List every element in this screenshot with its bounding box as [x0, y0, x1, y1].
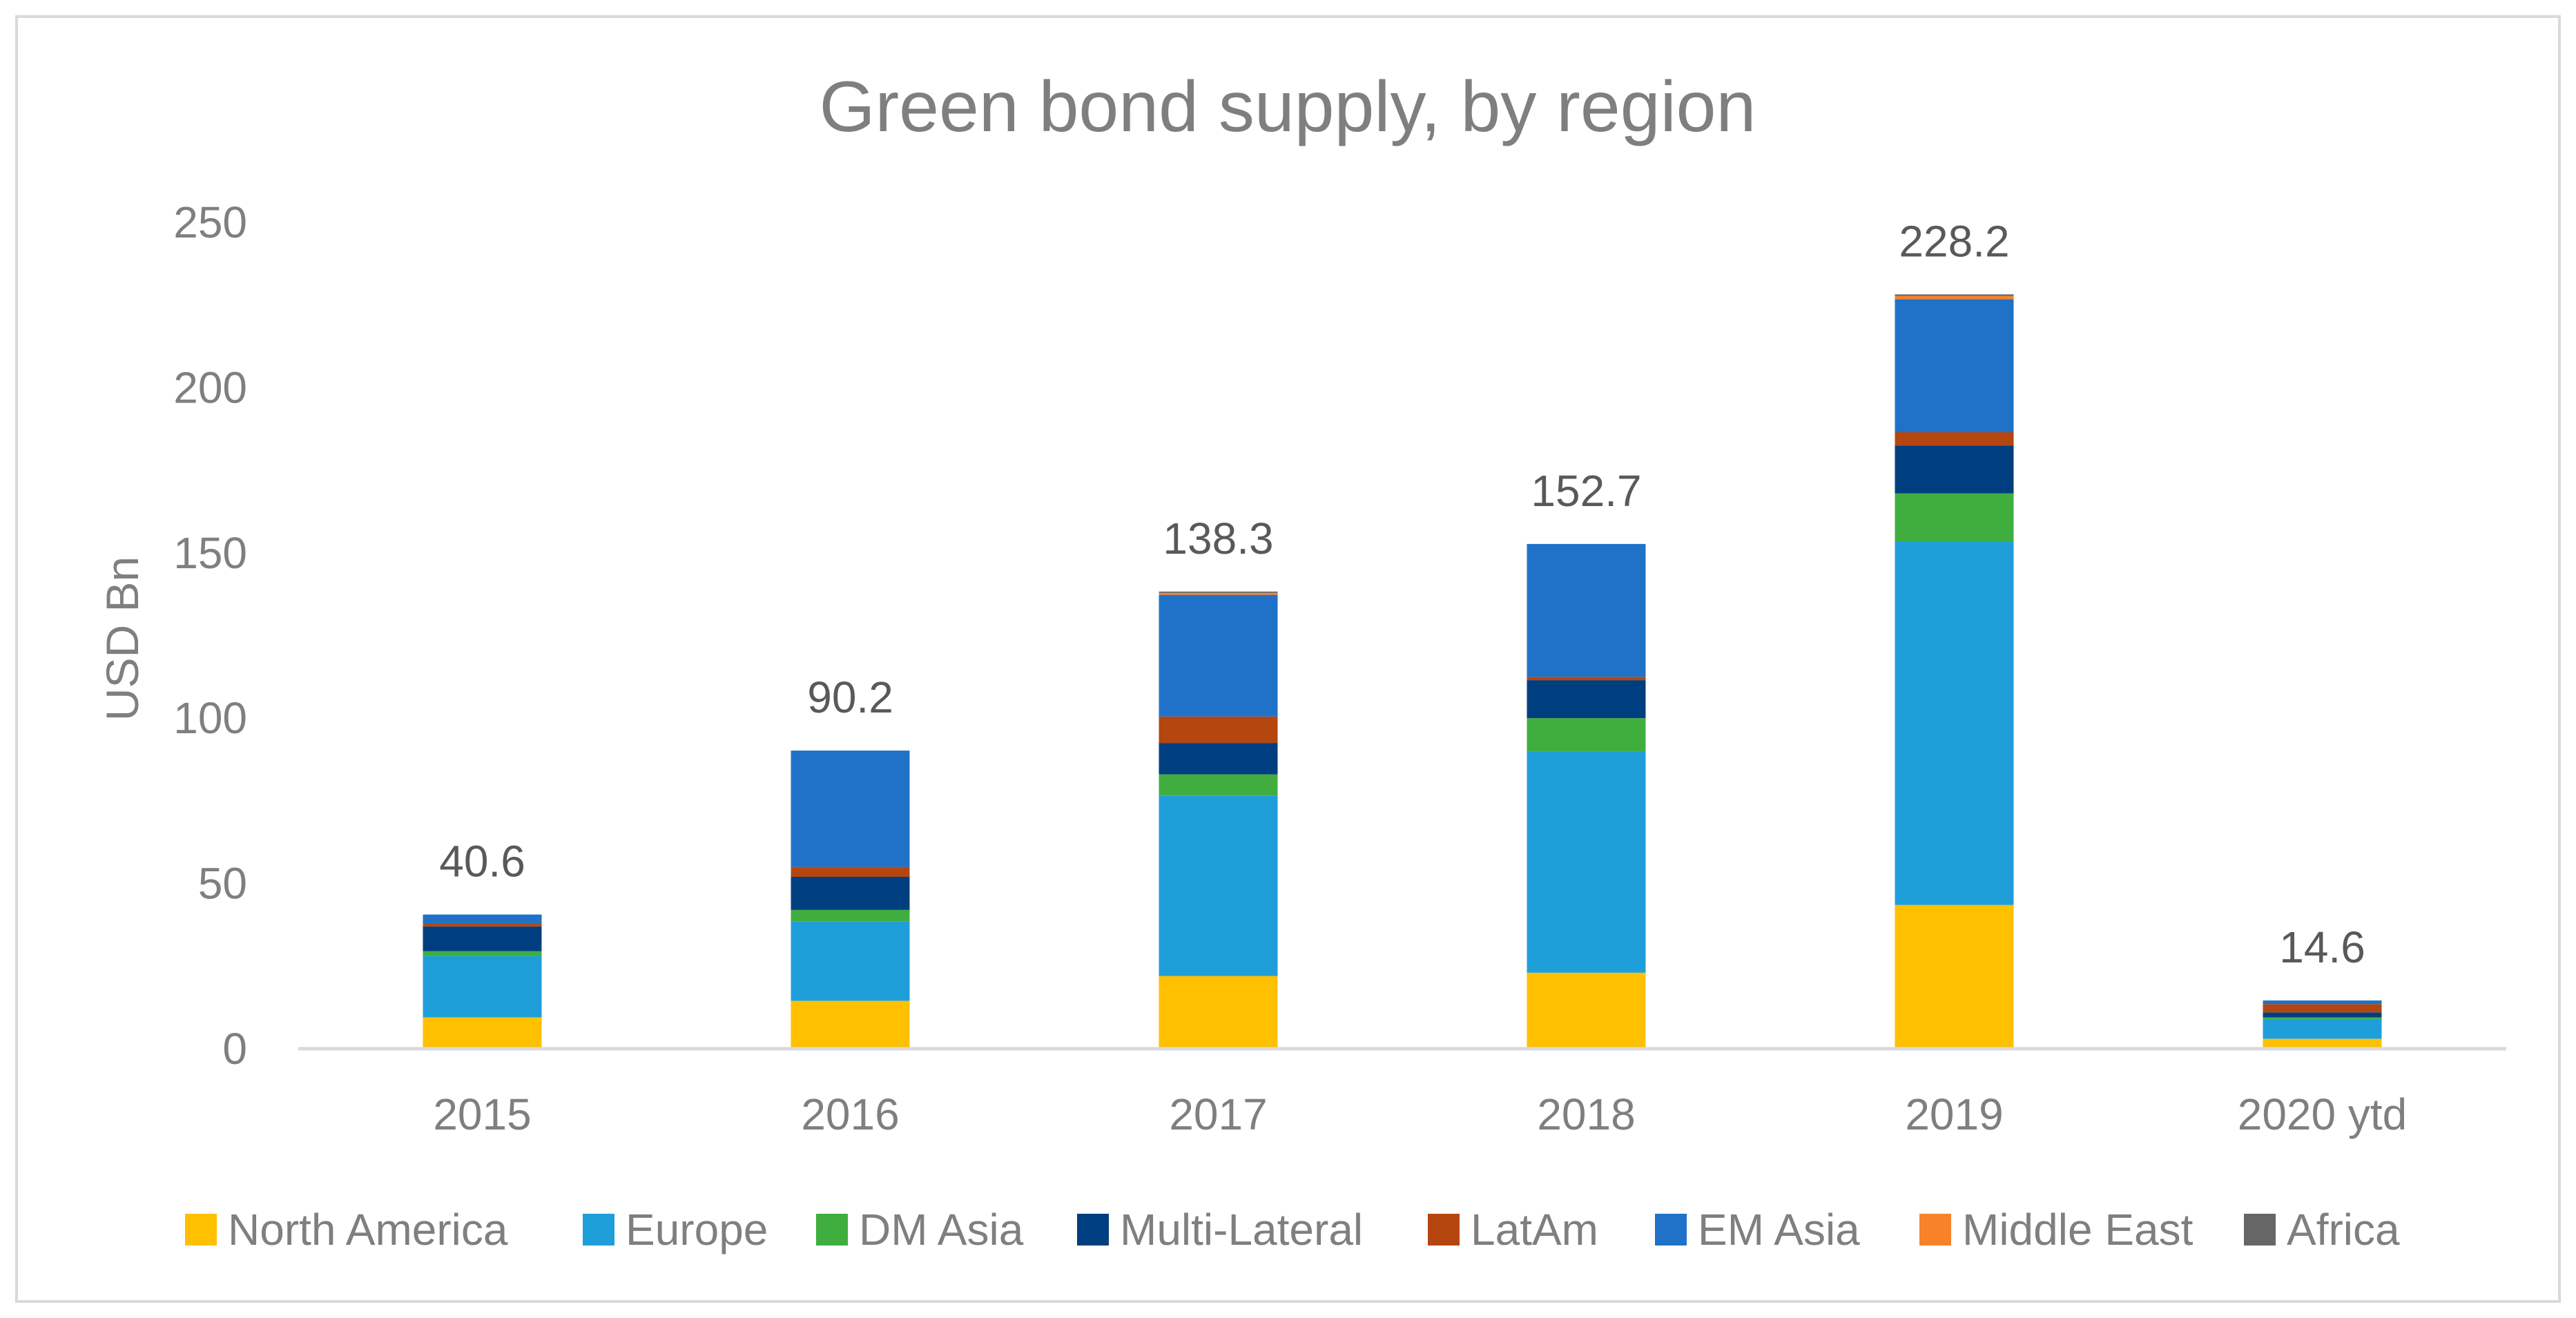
bar-segment-africa [1895, 294, 2014, 296]
bar-segment-dm-asia [791, 909, 910, 922]
bar-segment-north-america [1527, 972, 1646, 1049]
bar-segment-north-america [1159, 976, 1278, 1049]
x-tick-label: 2020 ytd [2238, 1089, 2408, 1139]
bar-segment-latam [791, 866, 910, 878]
y-tick-label: 250 [173, 197, 247, 247]
legend-label: Multi-Lateral [1120, 1205, 1363, 1254]
x-tick-label: 2016 [801, 1089, 899, 1139]
bar-segment-dm-asia [2263, 1017, 2382, 1019]
y-tick-label: 150 [173, 528, 247, 578]
bar-segment-latam [423, 923, 542, 927]
y-axis-ticks: 0 50 100 150 200 250 [173, 197, 247, 1074]
bar-total-label: 138.3 [1163, 514, 1273, 563]
bar-segment-europe [1159, 795, 1278, 976]
legend-swatch-multi-lateral [1077, 1214, 1109, 1246]
legend-swatch-north-america [185, 1214, 217, 1246]
bar-segment-latam [1159, 716, 1278, 744]
bar-segment-multi-lateral [1527, 680, 1646, 719]
bar-segment-europe [2263, 1018, 2382, 1039]
bars [423, 294, 2382, 1049]
x-tick-label: 2015 [433, 1089, 531, 1139]
total-labels: 40.6 90.2 138.3 152.7 228.2 14.6 [439, 216, 2365, 972]
legend-label: LatAm [1471, 1205, 1598, 1254]
bar-total-label: 40.6 [439, 837, 525, 886]
legend-label: DM Asia [859, 1205, 1024, 1254]
bar-segment-europe [1895, 541, 2014, 905]
legend-label: EM Asia [1698, 1205, 1860, 1254]
y-tick-label: 0 [222, 1024, 247, 1074]
y-axis-title: USD Bn [97, 556, 148, 721]
chart-frame [15, 15, 2561, 1303]
bar-segment-latam [2263, 1004, 2382, 1013]
legend-swatch-dm-asia [816, 1214, 848, 1246]
bar-segment-north-america [1895, 904, 2014, 1049]
bar-segment-em-asia [1159, 594, 1278, 717]
x-tick-label: 2018 [1537, 1089, 1635, 1139]
bar-segment-latam [1895, 432, 2014, 446]
bar-segment-latam [1527, 677, 1646, 681]
bar-segment-europe [1527, 751, 1646, 973]
bar-segment-dm-asia [1527, 718, 1646, 752]
legend-swatch-latam [1428, 1214, 1460, 1246]
y-tick-label: 100 [173, 693, 247, 743]
chart-title: Green bond supply, by region [820, 67, 1756, 147]
y-tick-label: 50 [198, 859, 247, 909]
legend-label: Middle East [1962, 1205, 2194, 1254]
x-tick-label: 2017 [1169, 1089, 1267, 1139]
legend-label: Europe [626, 1205, 768, 1254]
legend-swatch-africa [2244, 1214, 2276, 1246]
bar-segment-europe [423, 956, 542, 1018]
y-tick-label: 200 [173, 362, 247, 412]
bar-segment-dm-asia [1159, 774, 1278, 796]
legend-label: Africa [2287, 1205, 2400, 1254]
bar-segment-multi-lateral [791, 877, 910, 910]
x-axis-ticks: 2015 2016 2017 2018 2019 2020 ytd [433, 1089, 2407, 1139]
bar-segment-north-america [423, 1017, 542, 1049]
legend-swatch-middle-east [1919, 1214, 1951, 1246]
bar-total-label: 90.2 [807, 672, 893, 722]
bar-segment-multi-lateral [1159, 743, 1278, 775]
bar-segment-middle-east [1895, 295, 2014, 300]
bar-total-label: 152.7 [1531, 466, 1641, 516]
bar-segment-multi-lateral [1895, 445, 2014, 494]
bar-segment-dm-asia [423, 951, 542, 956]
bar-segment-em-asia [423, 914, 542, 924]
bar-total-label: 228.2 [1899, 216, 2009, 266]
bar-segment-middle-east [1159, 592, 1278, 595]
bar-segment-em-asia [2263, 1000, 2382, 1005]
x-tick-label: 2019 [1905, 1089, 2003, 1139]
bar-segment-em-asia [791, 750, 910, 867]
legend-swatch-em-asia [1655, 1214, 1687, 1246]
bar-segment-em-asia [1895, 299, 2014, 433]
bar-segment-multi-lateral [423, 926, 542, 951]
bar-segment-em-asia [1527, 543, 1646, 677]
legend: North America Europe DM Asia Multi-Lateral L… [185, 1205, 2400, 1254]
bar-segment-europe [791, 921, 910, 1001]
bar-segment-multi-lateral [2263, 1012, 2382, 1018]
bar-total-label: 14.6 [2279, 922, 2365, 972]
legend-label: North America [228, 1205, 508, 1254]
legend-swatch-europe [583, 1214, 614, 1246]
bar-segment-africa [1159, 591, 1278, 593]
bar-segment-north-america [2263, 1038, 2382, 1049]
bar-segment-north-america [791, 1000, 910, 1049]
bar-segment-dm-asia [1895, 493, 2014, 542]
